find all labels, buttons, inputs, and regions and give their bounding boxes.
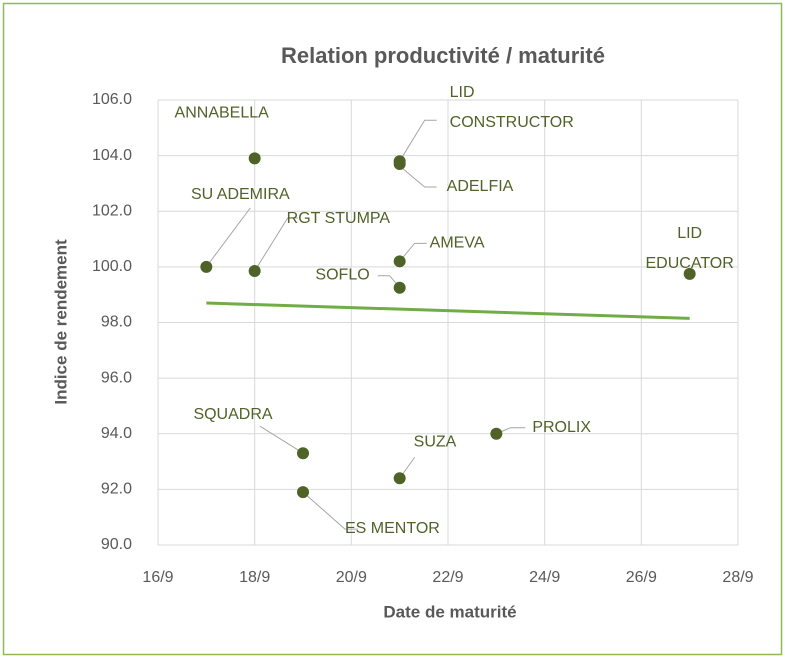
y-tick-label: 92.0 [101, 481, 132, 498]
data-label: SUZA [414, 433, 457, 450]
x-tick-label: 26/9 [626, 569, 657, 586]
y-tick-label: 102.0 [92, 202, 132, 219]
point [248, 265, 261, 278]
data-label: LID EDUCATOR [646, 225, 734, 272]
x-tick-label: 28/9 [722, 569, 753, 586]
data-label: ANNABELLA [175, 105, 270, 122]
data-label: RGT STUMPA [287, 210, 391, 227]
point [393, 255, 406, 268]
leader-line [205, 207, 251, 268]
data-label: SOFLO [315, 267, 369, 284]
point [297, 486, 309, 499]
x-tick-label: 24/9 [529, 569, 560, 586]
point [200, 260, 213, 273]
data-label: LID CONSTRUCTOR [450, 84, 574, 131]
leader-line [399, 242, 427, 262]
y-tick-label: 94.0 [101, 425, 132, 442]
data-label: SQUADRA [193, 406, 272, 423]
point [248, 152, 261, 165]
leader-line [399, 119, 437, 162]
leader-line [254, 217, 298, 272]
trendline [206, 301, 690, 320]
point [393, 281, 406, 294]
y-tick-label: 104.0 [92, 147, 132, 164]
point [393, 472, 406, 485]
data-label: SU ADEMIRA [191, 186, 290, 203]
point [490, 427, 503, 440]
x-tick-label: 20/9 [336, 569, 367, 586]
data-label: PROLIX [532, 419, 591, 436]
leader-line [399, 165, 437, 188]
y-tick-label: 90.0 [101, 536, 132, 553]
x-tick-label: 22/9 [432, 569, 463, 586]
point [393, 157, 406, 170]
y-tick-label: 106.0 [92, 91, 132, 108]
y-tick-label: 98.0 [101, 314, 132, 331]
x-tick-label: 18/9 [239, 569, 270, 586]
y-tick-label: 100.0 [92, 258, 132, 275]
x-axis-label: Date de maturité [383, 602, 516, 621]
data-label: ES MENTOR [345, 520, 440, 537]
data-label: ADELFIA [447, 178, 514, 195]
x-tick-label: 16/9 [142, 569, 173, 586]
point [683, 267, 696, 280]
chart-title: Relation productivité / maturité [281, 43, 605, 68]
leader-line [302, 491, 358, 530]
point [297, 447, 309, 460]
y-tick-label: 96.0 [101, 369, 132, 386]
data-label: AMEVA [430, 235, 485, 252]
y-axis-label: Indice de rendement [51, 239, 70, 405]
leader-line [259, 425, 301, 452]
